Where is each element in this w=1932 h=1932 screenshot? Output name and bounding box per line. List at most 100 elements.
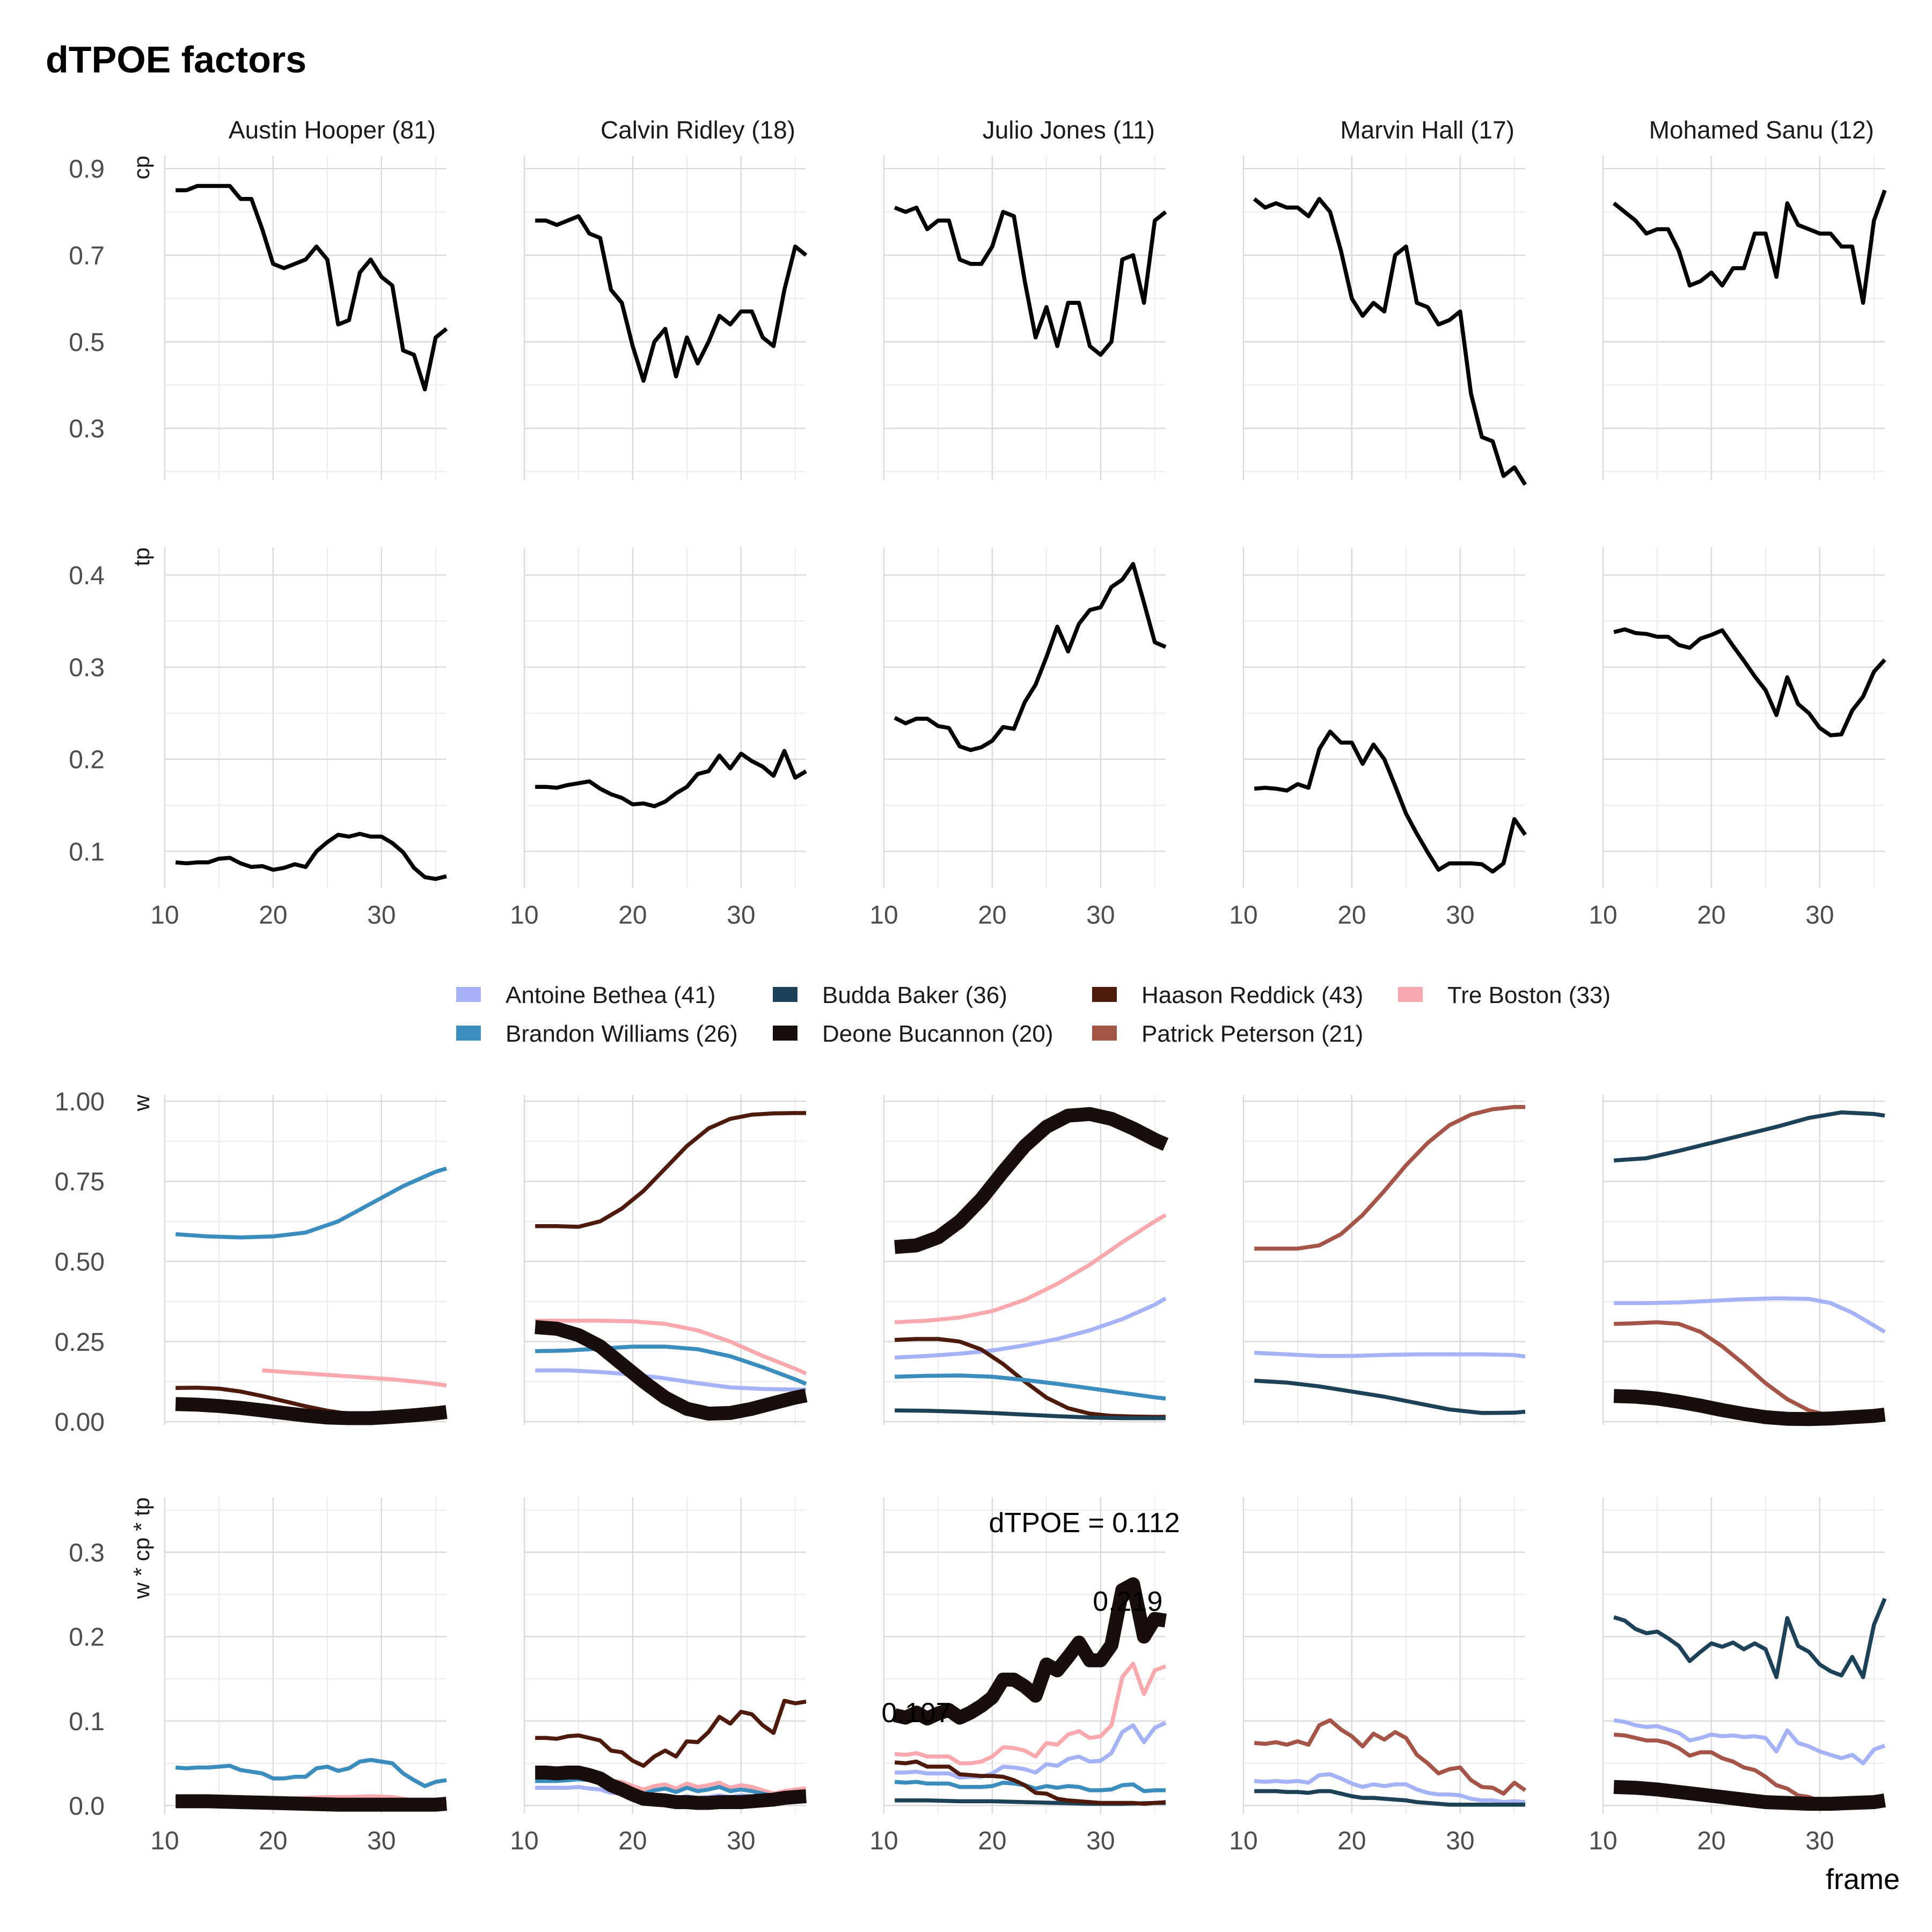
y-tick-label: 1.00: [55, 1088, 105, 1116]
series-line-budda-baker: [1613, 1598, 1887, 1679]
x-tick-label: 10: [1589, 901, 1617, 930]
panel-strip-label: Marvin Hall (17): [1340, 116, 1514, 144]
series-line-deone-bucannon: [893, 1577, 1167, 1726]
y-tick-label: 0.3: [69, 1539, 105, 1567]
series-line-haason-reddick: [535, 1111, 806, 1229]
panel-r2-p1: [523, 1095, 808, 1425]
series-line-deone-bucannon: [1613, 1389, 1886, 1426]
series-line-haason-reddick: [894, 1759, 1166, 1806]
y-axis-label: w * cp * tp: [129, 1497, 154, 1599]
y-tick-label: 0.9: [69, 155, 105, 184]
series-line-budda-baker: [1254, 1789, 1525, 1807]
panel-r1-p2: [883, 547, 1167, 888]
legend-swatch: [773, 1026, 797, 1041]
annotation-label: dTPOE = 0.112: [989, 1507, 1180, 1539]
series-line-value: [894, 206, 1167, 357]
panel-r0-p4: [1602, 156, 1887, 480]
series-line-patrick-peterson: [1254, 1718, 1527, 1796]
x-tick-label: 30: [727, 901, 755, 930]
y-tick-label: 0.75: [55, 1168, 105, 1196]
series-line-deone-bucannon: [535, 1320, 808, 1421]
x-tick-label: 20: [618, 901, 647, 930]
chart-title: dTPOE factors: [46, 39, 306, 80]
series-line-antoine-bethea: [1254, 1350, 1526, 1359]
legend-item: Tre Boston (33): [1398, 982, 1611, 1008]
y-axis-label: cp: [129, 156, 154, 179]
panels-group: Austin Hooper (81) Calvin Ridley (18) Juli…: [55, 116, 1900, 1896]
y-tick-label: 0.25: [55, 1328, 105, 1357]
y-tick-label: 0.1: [69, 1708, 105, 1736]
legend-label: Haason Reddick (43): [1141, 982, 1363, 1008]
x-tick-label: 30: [1086, 1827, 1115, 1855]
legend-swatch: [1092, 1026, 1117, 1041]
series-line-haason-reddick: [535, 1699, 807, 1768]
panel-r3-p4: [1602, 1497, 1887, 1814]
legend-swatch: [773, 987, 797, 1002]
panel-r3-p2: [883, 1497, 1167, 1814]
legend: Antoine Bethea (41) Brandon Williams (26)…: [456, 982, 1611, 1047]
legend-swatch: [1398, 987, 1423, 1002]
legend-label: Budda Baker (36): [822, 982, 1007, 1008]
x-tick-label: 30: [727, 1827, 755, 1855]
series-line-brandon-williams: [535, 1344, 807, 1386]
annotation-label: 0.107: [882, 1697, 952, 1729]
series-line-antoine-bethea: [895, 1296, 1167, 1360]
series-line-budda-baker: [895, 1408, 1166, 1421]
x-tick-label: 10: [510, 901, 538, 930]
series-line-tre-boston: [895, 1213, 1167, 1324]
x-tick-label: 20: [1337, 1827, 1366, 1855]
series-line-budda-baker: [1254, 1378, 1526, 1415]
x-tick-label: 10: [150, 901, 179, 930]
legend-swatch: [1092, 987, 1117, 1002]
legend-label: Patrick Peterson (21): [1141, 1021, 1363, 1047]
x-tick-label: 30: [1446, 901, 1474, 930]
x-tick-label: 30: [1805, 901, 1834, 930]
series-line-antoine-bethea: [895, 1721, 1167, 1780]
series-line-budda-baker: [1613, 1110, 1885, 1163]
series-line-value: [1612, 189, 1887, 305]
legend-swatch: [456, 1026, 481, 1041]
series-line-antoine-bethea: [1614, 1296, 1886, 1334]
x-tick-label: 10: [510, 1827, 538, 1855]
series-line-value: [535, 749, 807, 809]
x-tick-label: 20: [1697, 901, 1725, 930]
legend-item: Haason Reddick (43): [1092, 982, 1363, 1008]
series-line-haason-reddick: [895, 1337, 1166, 1419]
series-line-antoine-bethea: [1613, 1718, 1886, 1766]
legend-item: Brandon Williams (26): [456, 1021, 738, 1047]
x-tick-label: 20: [978, 901, 1006, 930]
series-line-value: [1254, 729, 1527, 874]
panel-r1-p4: [1602, 547, 1886, 888]
panel-strip-label: Austin Hooper (81): [229, 116, 436, 144]
panel-strip-label: Calvin Ridley (18): [601, 116, 795, 144]
series-line-deone-bucannon: [175, 1397, 448, 1425]
series-line-antoine-bethea: [535, 1368, 806, 1392]
panel-r1-p0: [164, 547, 447, 888]
series-line-value: [1253, 196, 1527, 486]
x-tick-label: 30: [1446, 1827, 1474, 1855]
panel-r0-p2: [883, 156, 1167, 480]
panel-r1-p1: [523, 547, 807, 888]
series-line-patrick-peterson: [1254, 1104, 1525, 1251]
y-tick-label: 0.1: [69, 838, 105, 866]
x-tick-label: 30: [1086, 901, 1115, 930]
series-line-tre-boston: [262, 1368, 447, 1388]
y-tick-label: 0.0: [69, 1792, 105, 1820]
legend-label: Deone Bucannon (20): [822, 1021, 1053, 1047]
panel-r2-p2: [883, 1095, 1169, 1425]
series-line-value: [535, 214, 808, 383]
series-line-value: [894, 562, 1167, 752]
y-tick-label: 0.3: [69, 415, 105, 443]
x-tick-label: 10: [1589, 1827, 1617, 1855]
panel-r0-p1: [523, 156, 808, 480]
panel-r2-p4: [1602, 1095, 1886, 1426]
panel-r2-p3: [1242, 1095, 1526, 1425]
series-line-antoine-bethea: [1254, 1772, 1526, 1804]
series-line-value: [175, 831, 447, 881]
x-tick-label: 10: [869, 1827, 898, 1855]
panel-r0-p0: [164, 156, 448, 480]
legend-item: Deone Bucannon (20): [773, 1021, 1053, 1047]
panel-r1-p3: [1242, 547, 1527, 888]
x-tick-label: 30: [367, 1827, 396, 1855]
